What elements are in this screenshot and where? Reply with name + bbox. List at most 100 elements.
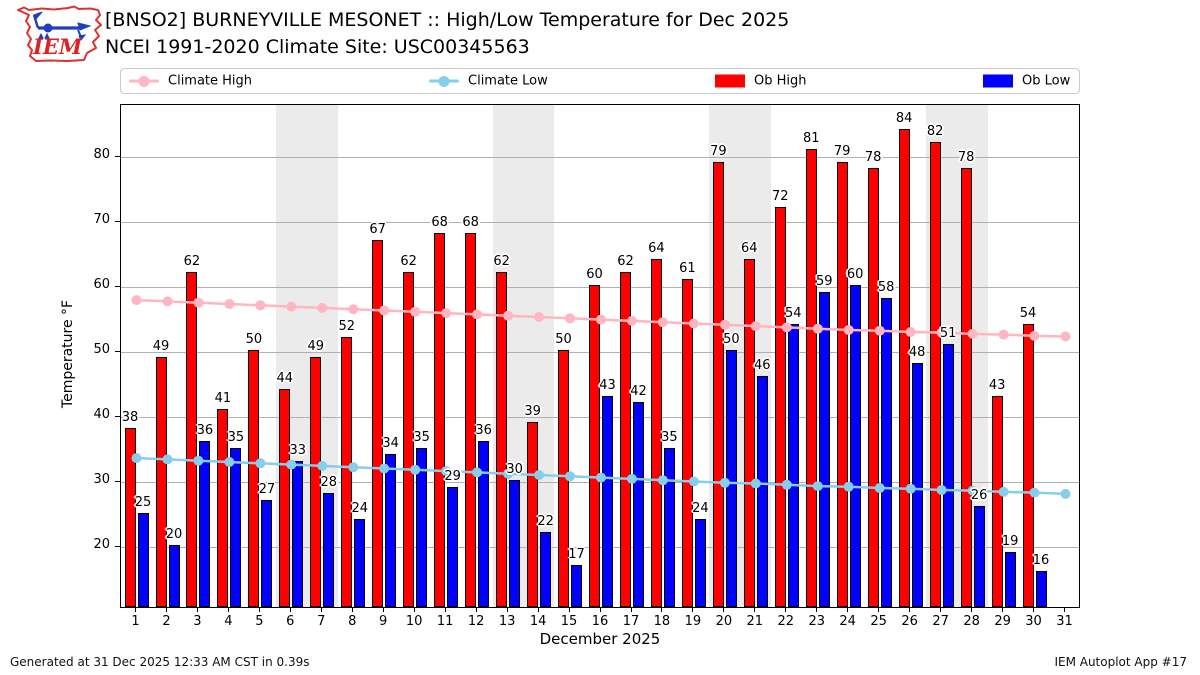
ob-high-bar xyxy=(465,233,477,607)
x-tick-label: 27 xyxy=(932,614,949,629)
ob-high-bar xyxy=(712,161,724,607)
ob-high-bar xyxy=(186,272,198,607)
ob-high-bar xyxy=(774,207,786,607)
legend-label: Climate High xyxy=(168,73,253,89)
x-tick xyxy=(166,608,167,612)
climate-high-marker xyxy=(565,313,575,324)
x-tick-label: 9 xyxy=(379,614,388,629)
bar-value-label: 78 xyxy=(864,150,882,165)
bar-value-label: 50 xyxy=(723,332,740,348)
bar-value-label: 24 xyxy=(351,501,369,517)
ob-high-bar xyxy=(743,259,755,607)
ob-low-bar xyxy=(323,493,335,607)
bar-value-label: 72 xyxy=(772,189,789,205)
ob-high-bar xyxy=(403,272,415,607)
bar-value-label: 25 xyxy=(134,494,152,510)
x-tick-label: 31 xyxy=(1056,614,1073,629)
bar-value-label: 30 xyxy=(506,462,523,478)
weather-vane-icon xyxy=(32,11,92,41)
y-tick xyxy=(115,350,120,352)
ob-high-bar xyxy=(991,395,1003,607)
climate-high-marker xyxy=(998,329,1009,340)
bar-value-label: 62 xyxy=(400,254,417,270)
x-tick xyxy=(754,608,756,612)
ob-low-bar xyxy=(818,291,830,607)
bar-value-label: 68 xyxy=(462,215,479,231)
ob-low-bar xyxy=(230,447,242,607)
x-tick xyxy=(258,608,260,612)
iowa-outline xyxy=(17,5,102,62)
bar-value-label: 54 xyxy=(785,306,802,322)
ob-high-bar xyxy=(527,421,539,607)
ob-low-bar xyxy=(416,447,428,607)
ob-high-bar xyxy=(620,272,631,607)
climate-low-marker xyxy=(1060,488,1071,499)
ob-low-bar xyxy=(1035,571,1047,607)
x-tick-label: 15 xyxy=(560,614,578,629)
bar-value-label: 35 xyxy=(661,429,678,445)
x-axis-label: December 2025 xyxy=(539,630,661,648)
gridline xyxy=(121,221,1079,223)
x-tick xyxy=(630,608,632,612)
ob-high-bar xyxy=(279,389,291,607)
ob-low-bar xyxy=(633,402,644,607)
x-tick-label: 16 xyxy=(591,614,609,629)
climate-high-marker xyxy=(162,296,173,307)
legend-marker-dot xyxy=(438,75,450,87)
x-tick xyxy=(785,608,787,612)
x-tick xyxy=(692,608,694,612)
bar-value-label: 36 xyxy=(196,423,214,439)
ob-low-bar xyxy=(447,486,459,607)
ob-low-bar xyxy=(540,532,552,607)
x-tick xyxy=(320,608,322,612)
ob-low-bar xyxy=(199,441,211,607)
legend-item-ob-high[interactable]: Ob High xyxy=(715,74,807,89)
ob-low-bar xyxy=(261,499,273,607)
x-tick xyxy=(599,608,601,612)
climate-high-marker xyxy=(131,295,142,306)
bar-value-label: 59 xyxy=(816,273,833,289)
climate-high-marker xyxy=(1060,331,1071,342)
ob-low-bar xyxy=(663,447,675,607)
gridline xyxy=(121,416,1079,418)
x-tick xyxy=(227,608,229,612)
bar-value-label: 52 xyxy=(338,319,356,335)
plot-area: 38 49 62 41 50 44 49 52 67 62 68 68 62 39 50 60 62 64 61 79… xyxy=(120,104,1080,608)
legend-marker-dot xyxy=(138,75,150,87)
x-tick-label: 22 xyxy=(777,614,795,629)
legend-item-ob-low[interactable]: Ob Low xyxy=(983,74,1070,89)
x-tick-label: 21 xyxy=(746,614,764,629)
bar-value-label: 43 xyxy=(599,377,616,393)
logo-text: IEM xyxy=(32,34,83,59)
bar-value-label: 62 xyxy=(183,254,201,270)
x-tick xyxy=(506,608,508,612)
bar-value-label: 78 xyxy=(957,150,975,165)
x-tick-label: 28 xyxy=(963,614,980,629)
x-tick xyxy=(1064,608,1065,612)
bar-value-label: 39 xyxy=(524,403,541,419)
legend-label: Climate Low xyxy=(468,73,548,89)
x-tick-label: 10 xyxy=(405,614,423,629)
ob-low-bar xyxy=(849,285,861,607)
app-credit: IEM Autoplot App #17 xyxy=(1054,655,1187,669)
x-tick-label: 24 xyxy=(839,614,856,629)
legend: Climate High Climate Low Ob High Ob Low xyxy=(120,68,1080,94)
legend-item-climate-high[interactable]: Climate High xyxy=(129,74,252,89)
ob-low-bar xyxy=(911,363,923,607)
y-axis-label: Temperature °F xyxy=(60,299,76,409)
chart-titles: [BNSO2] BURNEYVILLE MESONET :: High/Low … xyxy=(105,7,789,61)
ob-low-bar xyxy=(292,460,304,607)
climate-high-marker xyxy=(348,304,359,315)
x-tick-label: 18 xyxy=(653,614,671,629)
ob-low-bar xyxy=(509,480,521,607)
x-tick-label: 26 xyxy=(901,614,918,629)
ob-high-bar xyxy=(434,233,446,607)
bar-value-label: 35 xyxy=(227,429,245,445)
x-tick xyxy=(382,608,384,612)
legend-item-climate-low[interactable]: Climate Low xyxy=(429,74,548,89)
bar-value-label: 50 xyxy=(245,332,263,348)
ob-high-bar xyxy=(155,356,167,607)
bar-value-label: 61 xyxy=(679,260,696,276)
bar-value-label: 82 xyxy=(926,124,944,139)
